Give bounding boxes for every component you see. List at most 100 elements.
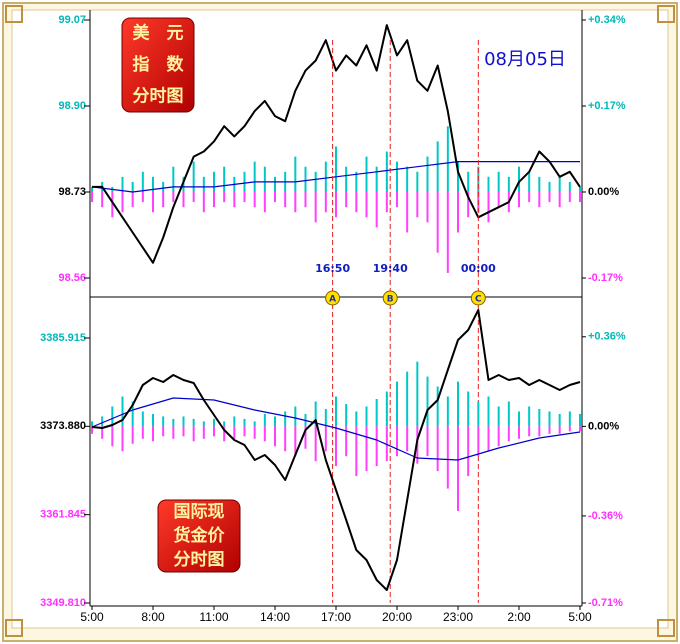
y-tick-label: 3361.845 — [40, 509, 86, 521]
bar — [467, 391, 470, 427]
bar — [253, 421, 256, 427]
bar — [477, 426, 480, 457]
annotation-marker — [382, 290, 398, 306]
panel-bg — [11, 9, 669, 629]
bar — [324, 426, 327, 452]
bar — [111, 192, 114, 218]
bar — [274, 416, 276, 427]
x-tick-label: 5:00 — [568, 610, 592, 624]
bar — [182, 416, 185, 427]
bar — [487, 192, 490, 223]
bar — [345, 192, 348, 208]
y2-tick-label: 0.00% — [588, 420, 619, 432]
bar — [141, 411, 144, 427]
y2-tick-label: 0.00% — [588, 186, 619, 198]
x-tick-label: 2:00 — [507, 610, 531, 624]
bar — [558, 192, 561, 208]
bar — [314, 426, 317, 462]
bar — [223, 421, 226, 427]
bar — [487, 176, 490, 192]
bar — [507, 401, 510, 427]
bar — [568, 181, 571, 192]
title-line: 分时图 — [133, 86, 184, 106]
bar — [487, 426, 490, 452]
bar — [446, 192, 449, 273]
bar — [477, 401, 480, 427]
bar — [91, 192, 93, 203]
bar — [314, 171, 317, 192]
bar — [263, 426, 266, 442]
date-label: 08月05日 — [484, 49, 566, 70]
bar — [507, 426, 510, 442]
bar — [385, 426, 388, 462]
line — [91, 309, 581, 591]
y2-tick-label: +0.36% — [588, 331, 626, 343]
bar — [518, 166, 520, 192]
bar — [324, 161, 327, 192]
y-tick-label: 98.56 — [58, 272, 86, 284]
bar — [284, 192, 287, 208]
x-tick-label: 11:00 — [199, 610, 228, 624]
bar — [579, 192, 581, 203]
bar — [121, 426, 124, 452]
bar — [538, 408, 541, 427]
bar — [416, 171, 419, 192]
bar — [406, 166, 409, 192]
bar — [192, 161, 195, 192]
bar — [365, 192, 368, 218]
bar — [172, 426, 175, 439]
bar — [192, 418, 195, 427]
bar — [111, 406, 114, 427]
bar — [162, 426, 165, 437]
bar — [436, 386, 439, 427]
bar — [548, 426, 551, 434]
bar — [497, 192, 500, 208]
bar — [263, 192, 266, 213]
bar — [528, 171, 531, 192]
bar — [528, 426, 531, 437]
bar — [518, 411, 520, 427]
bar — [385, 391, 388, 427]
y-tick-label: 99.07 — [58, 14, 86, 26]
bar — [141, 192, 144, 203]
bar — [457, 161, 459, 192]
bar — [457, 426, 459, 511]
bar — [457, 192, 459, 233]
title-line: 美 元 — [133, 23, 184, 44]
bar — [121, 176, 124, 192]
bar — [192, 426, 195, 442]
corner-ornaments — [5, 5, 675, 637]
bar — [467, 192, 470, 218]
title-line: 指 数 — [133, 54, 185, 75]
bar — [101, 192, 104, 208]
bar — [345, 166, 348, 192]
x-tick-label: 17:00 — [321, 610, 351, 624]
bar — [497, 171, 500, 192]
y2-tick-label: -0.17% — [588, 272, 623, 284]
bar — [355, 426, 358, 477]
bar — [131, 181, 134, 192]
bar — [314, 401, 317, 427]
bar — [579, 413, 581, 427]
y2-tick-label: +0.17% — [588, 100, 626, 112]
bar — [202, 421, 205, 427]
bar — [192, 192, 195, 203]
bar — [568, 192, 571, 203]
bar — [131, 401, 134, 427]
bar — [111, 426, 114, 447]
bar — [538, 176, 541, 192]
bar — [416, 192, 419, 218]
bar — [141, 171, 144, 192]
bar — [507, 176, 510, 192]
bar — [172, 192, 175, 203]
bar — [558, 426, 561, 434]
bar — [467, 171, 470, 192]
bar — [446, 426, 449, 489]
bar — [182, 192, 185, 208]
bar — [406, 192, 409, 233]
bar — [324, 408, 327, 427]
x-tick-label: 23:00 — [443, 610, 473, 624]
bar — [91, 421, 93, 427]
bar — [396, 161, 398, 192]
y2-tick-label: -0.36% — [588, 510, 623, 522]
